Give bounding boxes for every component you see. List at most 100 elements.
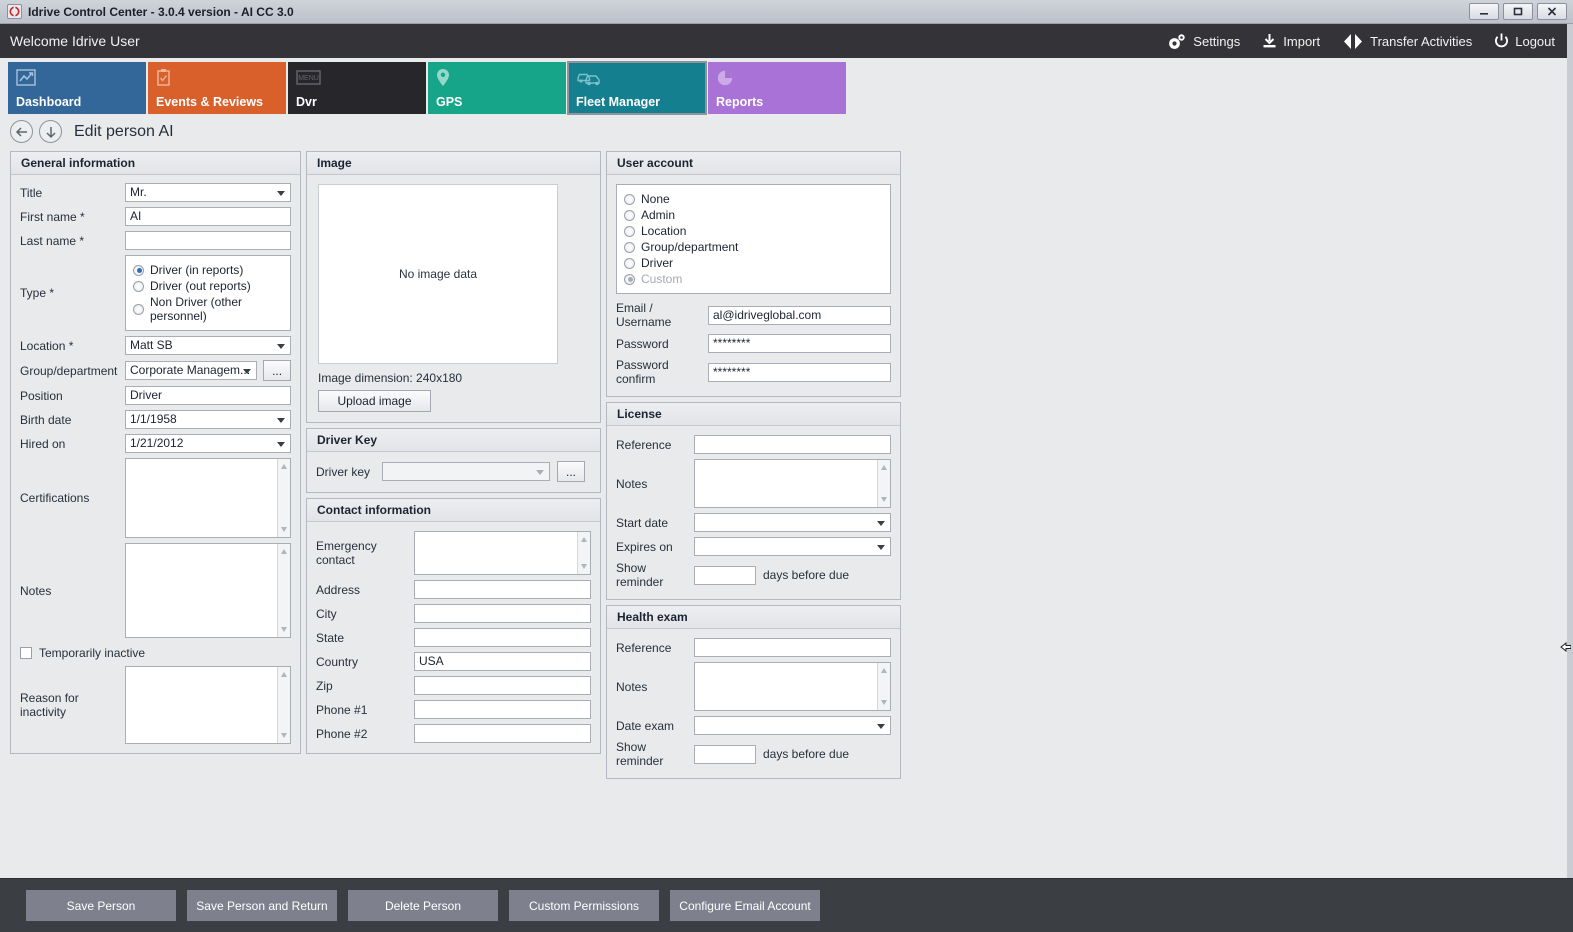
- reason-inactivity-textarea[interactable]: [125, 666, 291, 744]
- role-option-admin[interactable]: Admin: [624, 208, 883, 222]
- close-button[interactable]: [1537, 3, 1567, 20]
- logout-button[interactable]: Logout: [1494, 33, 1555, 49]
- configure-email-account-button[interactable]: Configure Email Account: [670, 890, 820, 921]
- scrollbar[interactable]: [277, 459, 290, 537]
- field-group-department: Group/department Corporate Managem... ..…: [20, 360, 291, 381]
- field-label: Type *: [20, 286, 55, 300]
- nav-tile-reports[interactable]: Reports: [708, 62, 846, 114]
- role-option-driver[interactable]: Driver: [624, 256, 883, 270]
- scrollbar[interactable]: [877, 663, 890, 710]
- maximize-button[interactable]: [1503, 3, 1533, 20]
- upload-image-button[interactable]: Upload image: [318, 390, 431, 412]
- form-content: General information Title Mr. First name…: [0, 147, 1573, 779]
- health-reference-input[interactable]: [694, 638, 891, 657]
- image-preview[interactable]: No image data: [318, 184, 558, 364]
- position-input[interactable]: Driver: [125, 386, 291, 405]
- back-button[interactable]: [10, 120, 33, 143]
- field-license-expires-on: Expires on: [616, 537, 891, 556]
- panel-license: License Reference Notes Start date: [606, 402, 901, 600]
- field-label: Date exam: [616, 718, 675, 733]
- title-select[interactable]: Mr.: [125, 183, 291, 202]
- emergency-contact-textarea[interactable]: [414, 531, 591, 575]
- birth-date-picker[interactable]: 1/1/1958: [125, 410, 291, 429]
- driver-key-browse-button[interactable]: ...: [557, 461, 585, 482]
- delete-person-button[interactable]: Delete Person: [348, 890, 498, 921]
- transfer-activities-button[interactable]: Transfer Activities: [1342, 33, 1472, 50]
- field-label: Reference: [616, 640, 672, 655]
- type-option-driver-in-reports[interactable]: Driver (in reports): [133, 263, 283, 277]
- minimize-button[interactable]: [1469, 3, 1499, 20]
- nav-tile-label: Reports: [716, 95, 764, 109]
- radio-label: Non Driver (other personnel): [150, 295, 243, 323]
- import-button[interactable]: Import: [1262, 33, 1320, 49]
- phone-1-input[interactable]: [414, 700, 591, 719]
- license-reminder-input[interactable]: [694, 565, 756, 585]
- nav-tile-dvr[interactable]: MENU Dvr: [288, 62, 426, 114]
- location-select[interactable]: Matt SB: [125, 336, 291, 355]
- field-label: Group/department: [20, 363, 118, 378]
- scrollbar[interactable]: [877, 460, 890, 507]
- settings-button[interactable]: Settings: [1167, 33, 1240, 50]
- driver-key-select[interactable]: [382, 462, 550, 481]
- role-option-group-department[interactable]: Group/department: [624, 240, 883, 254]
- type-option-driver-out-reports[interactable]: Driver (out reports): [133, 279, 283, 293]
- field-temporarily-inactive[interactable]: Temporarily inactive: [20, 646, 291, 660]
- jump-down-button[interactable]: [39, 120, 62, 143]
- welcome-text: Welcome Idrive User: [10, 33, 140, 49]
- role-option-location[interactable]: Location: [624, 224, 883, 238]
- phone-2-input[interactable]: [414, 724, 591, 743]
- zip-input[interactable]: [414, 676, 591, 695]
- save-person-and-return-button[interactable]: Save Person and Return: [187, 890, 337, 921]
- panel-title: Image: [307, 152, 600, 175]
- panel-title: User account: [607, 152, 900, 175]
- panel-image: Image No image data Image dimension: 240…: [306, 151, 601, 423]
- password-confirm-input[interactable]: ********: [708, 362, 891, 382]
- minimize-icon: [1480, 12, 1488, 15]
- nav-tile-gps[interactable]: GPS: [428, 62, 566, 114]
- logout-label: Logout: [1515, 33, 1555, 49]
- field-emergency-contact: Emergency contact: [316, 531, 591, 575]
- app-logo-icon: [7, 4, 22, 19]
- role-option-none[interactable]: None: [624, 192, 883, 206]
- last-name-input[interactable]: [125, 231, 291, 250]
- radio-label: Location: [641, 224, 687, 238]
- password-input[interactable]: ********: [708, 334, 891, 353]
- email-username-input[interactable]: al@idriveglobal.com: [708, 305, 891, 325]
- nav-tile-dashboard[interactable]: Dashboard: [8, 62, 146, 114]
- group-department-select[interactable]: Corporate Managem...: [125, 361, 258, 380]
- scrollbar[interactable]: [577, 532, 590, 574]
- hired-on-picker[interactable]: 1/21/2012: [125, 434, 291, 453]
- nav-tile-fleet-manager[interactable]: Fleet Manager: [567, 61, 707, 115]
- nav-tile-events-reviews[interactable]: Events & Reviews: [148, 62, 286, 114]
- license-notes-textarea[interactable]: [694, 459, 891, 508]
- field-license-reference: Reference: [616, 435, 891, 454]
- notes-textarea[interactable]: [125, 543, 291, 638]
- type-option-non-driver[interactable]: Non Driver (other personnel): [133, 295, 283, 323]
- radio-label: Custom: [641, 272, 683, 286]
- license-reference-input[interactable]: [694, 435, 891, 454]
- field-city: City: [316, 604, 591, 623]
- health-notes-textarea[interactable]: [694, 662, 891, 711]
- custom-permissions-button[interactable]: Custom Permissions: [509, 890, 659, 921]
- license-start-date-picker[interactable]: [694, 513, 891, 532]
- temporarily-inactive-checkbox[interactable]: [20, 647, 32, 659]
- address-input[interactable]: [414, 580, 591, 599]
- field-license-reminder: Show reminder days before due: [616, 561, 891, 589]
- field-location: Location * Matt SB: [20, 336, 291, 355]
- scrollbar[interactable]: [277, 667, 290, 743]
- arrow-left-icon: [15, 126, 27, 137]
- group-department-browse-button[interactable]: ...: [263, 360, 291, 381]
- health-reminder-input[interactable]: [694, 744, 756, 764]
- city-input[interactable]: [414, 604, 591, 623]
- country-input[interactable]: USA: [414, 652, 591, 671]
- scrollbar[interactable]: [277, 544, 290, 637]
- pin-icon: [436, 67, 558, 89]
- save-person-button[interactable]: Save Person: [26, 890, 176, 921]
- license-expires-on-picker[interactable]: [694, 537, 891, 556]
- state-input[interactable]: [414, 628, 591, 647]
- role-option-custom: Custom: [624, 272, 883, 286]
- field-label: State: [316, 630, 345, 645]
- certifications-textarea[interactable]: [125, 458, 291, 538]
- first-name-input[interactable]: AI: [125, 207, 291, 226]
- health-date-exam-picker[interactable]: [694, 716, 891, 735]
